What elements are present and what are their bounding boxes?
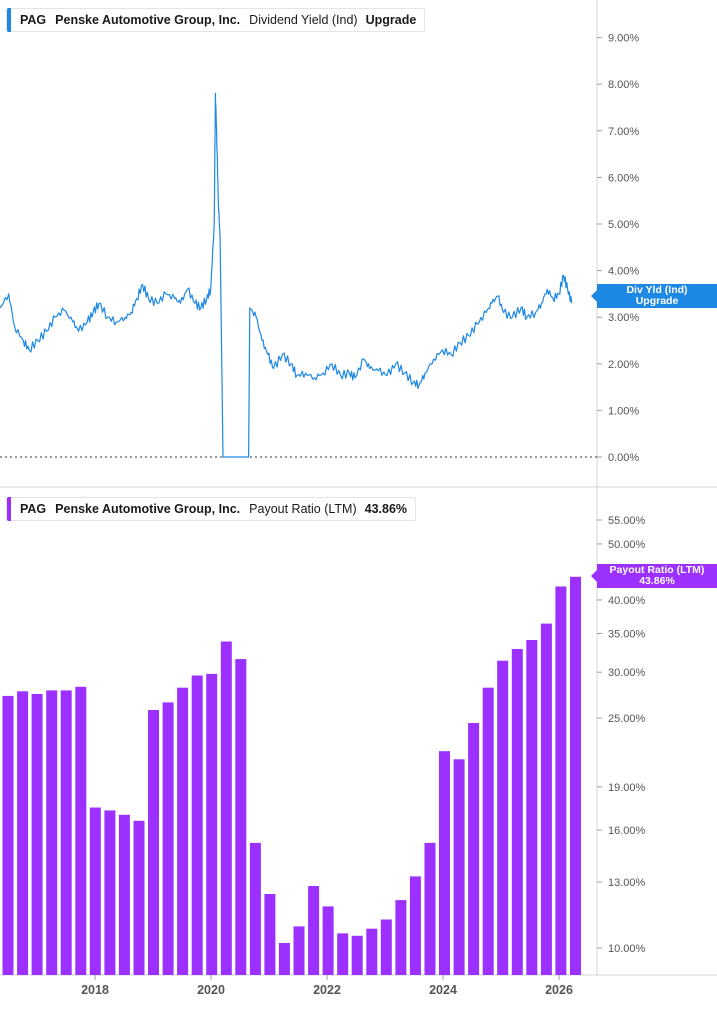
payout-bar [75,686,87,975]
payout-bar [2,695,14,975]
y-tick-label: 40.00% [608,595,646,607]
payout-bar [31,694,43,975]
payout-bar [249,842,261,975]
payout-bar [322,906,334,975]
y-tick-label: 9.00% [608,33,639,45]
flag-line-1: Payout Ratio (LTM) [609,564,705,576]
payout-bar [424,842,436,975]
yield-value-flag: Div Yld (Ind) Upgrade [597,284,717,308]
payout-bar [104,810,116,975]
dividend-yield-legend[interactable]: PAG Penske Automotive Group, Inc. Divide… [6,8,426,32]
x-tick-label: 2026 [545,983,573,997]
y-tick-label: 19.00% [608,782,646,794]
flag-line-2: 43.86% [639,575,675,587]
y-tick-label: 3.00% [608,312,639,324]
payout-flag-arrow [591,570,597,582]
y-tick-label: 7.00% [608,126,639,138]
x-tick-label: 2022 [313,983,341,997]
dividend-yield-line [0,92,573,458]
payout-bar [133,820,145,975]
payout-bar [526,640,538,975]
x-tick-label: 2024 [429,983,457,997]
y-tick-label: 8.00% [608,79,639,91]
y-tick-label: 16.00% [608,825,646,837]
flag-line-2[interactable]: Upgrade [635,295,679,307]
payout-bar [235,659,247,975]
metric-label: Dividend Yield (Ind) [249,13,358,27]
x-tick-label: 2018 [81,983,109,997]
y-tick-label: 0.00% [608,452,639,464]
y-tick-label: 35.00% [608,628,646,640]
payout-bar [162,702,174,975]
x-tick-label: 2020 [197,983,225,997]
y-tick-label: 1.00% [608,405,639,417]
company-label: Penske Automotive Group, Inc. [55,502,241,516]
payout-ratio-legend[interactable]: PAG Penske Automotive Group, Inc. Payout… [6,497,417,521]
payout-bar [380,919,392,975]
series-color-swatch [7,497,11,521]
y-tick-label: 25.00% [608,713,646,725]
ticker-label: PAG [20,13,47,27]
payout-bar [482,687,494,975]
y-tick-label: 55.00% [608,515,646,527]
y-tick-label: 13.00% [608,877,646,889]
payout-bar [453,759,465,975]
payout-bar [468,723,480,975]
current-value-label: 43.86% [364,502,408,516]
payout-bar [511,649,523,975]
payout-bar [278,943,290,975]
metric-label: Payout Ratio (LTM) [249,502,357,516]
payout-bar [337,933,349,975]
payout-bar [264,894,276,975]
payout-bar [89,807,101,975]
y-tick-label: 50.00% [608,539,646,551]
y-tick-label: 6.00% [608,172,639,184]
payout-bar [497,660,509,975]
payout-bar [351,935,363,975]
payout-bar [409,876,421,975]
ticker-label: PAG [20,502,47,516]
payout-value-flag: Payout Ratio (LTM) 43.86% [597,564,717,588]
payout-bar [555,586,567,975]
payout-bar [17,691,29,975]
payout-bar [293,926,305,975]
y-tick-label: 4.00% [608,266,639,278]
payout-bar [308,886,320,975]
payout-bar [366,928,378,975]
y-tick-label: 10.00% [608,943,646,955]
payout-bar [439,751,450,975]
payout-bar [60,690,72,975]
yield-flag-arrow [591,290,597,302]
payout-bar [177,687,189,975]
y-tick-label: 30.00% [608,667,646,679]
payout-bar [206,673,218,975]
upgrade-link[interactable]: Upgrade [365,13,417,27]
payout-bar [148,710,159,975]
flag-line-1: Div Yld (Ind) [626,284,688,296]
y-tick-label: 5.00% [608,219,639,231]
series-color-swatch [7,8,11,32]
payout-bar [191,675,203,975]
company-label: Penske Automotive Group, Inc. [55,13,241,27]
payout-bar [395,900,407,975]
payout-bar [118,814,130,975]
payout-bar [220,641,232,975]
y-tick-label: 2.00% [608,359,639,371]
payout-bar [46,690,58,975]
payout-bar [570,576,581,975]
payout-bar [540,623,552,975]
